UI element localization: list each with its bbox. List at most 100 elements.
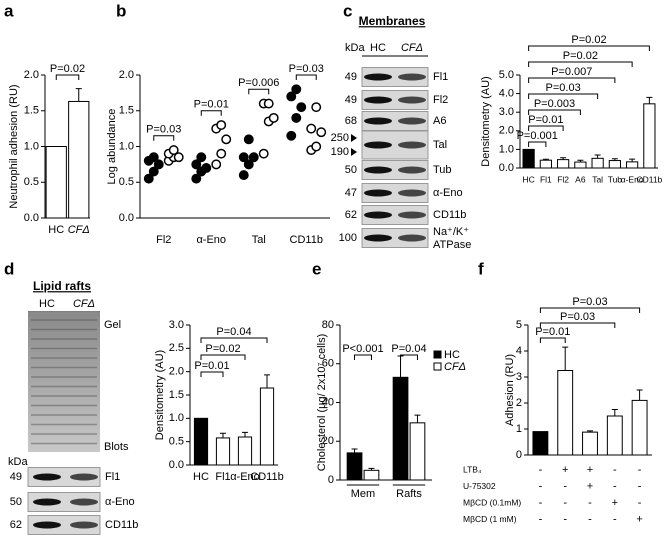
x-tick-label: CD11b xyxy=(290,234,323,246)
blot-band xyxy=(364,189,392,197)
panel-letter: b xyxy=(116,1,126,20)
condition-sign: - xyxy=(539,497,543,509)
blot-band xyxy=(398,96,426,104)
y-tick-label: 40 xyxy=(322,396,334,408)
error-bar xyxy=(587,430,593,433)
kda-arrow xyxy=(351,148,357,156)
kda-value: 50 xyxy=(10,496,22,508)
p-value: P=0.03 xyxy=(560,311,595,323)
gel-label: Blots xyxy=(104,441,129,453)
bar xyxy=(522,148,535,169)
y-tick-label: 0.0 xyxy=(119,212,134,224)
error-bar xyxy=(220,432,226,438)
lane-label: CFΔ xyxy=(401,42,423,54)
bar xyxy=(68,100,90,219)
significance-bracket xyxy=(528,45,650,51)
x-tick-label: Fl1 xyxy=(540,174,552,184)
blot-strip xyxy=(361,228,429,248)
lane-label: HC xyxy=(39,298,55,310)
p-value: P=0.03 xyxy=(146,124,181,136)
blot-band xyxy=(70,473,98,481)
error-bar xyxy=(646,96,653,104)
y-tick-label: 0 xyxy=(516,449,522,461)
y-tick-label: 0.5 xyxy=(119,176,134,188)
protein-label: α-Eno xyxy=(105,496,135,508)
condition-sign: - xyxy=(588,513,592,525)
x-tick-label: Mem xyxy=(351,488,375,500)
significance-bracket xyxy=(539,322,616,328)
protein-label: CD11b xyxy=(105,519,138,531)
data-point xyxy=(143,173,154,184)
bar xyxy=(392,376,409,481)
blot-band xyxy=(33,473,61,481)
blot-band xyxy=(398,234,426,242)
y-tick-label: 1.0 xyxy=(169,412,184,424)
condition-sign: - xyxy=(613,513,617,525)
y-tick-label: 0.0 xyxy=(169,459,184,471)
data-point xyxy=(153,159,164,170)
x-tick-label: α-Eno xyxy=(621,174,644,184)
x-tick-label: Rafts xyxy=(396,488,422,500)
data-point xyxy=(191,173,202,184)
protein-label: Fl1 xyxy=(433,71,448,83)
panel-letter: f xyxy=(478,259,484,278)
data-point xyxy=(311,102,322,113)
condition-sign: - xyxy=(563,497,567,509)
data-point xyxy=(306,123,317,134)
y-tick-label: 0.0 xyxy=(24,212,39,224)
legend-label: CFΔ xyxy=(444,361,466,373)
error-bar xyxy=(611,409,618,416)
significance-bracket xyxy=(528,141,547,147)
kda-value: 49 xyxy=(10,471,22,483)
significance-bracket xyxy=(528,109,581,115)
p-value: P=0.02 xyxy=(571,34,606,46)
data-point xyxy=(148,166,159,177)
bar xyxy=(574,161,587,169)
bar xyxy=(45,146,67,219)
blot-strip xyxy=(361,160,429,180)
blot-strip xyxy=(361,67,429,87)
blot-band xyxy=(364,211,392,219)
error-bar xyxy=(542,158,549,161)
bar xyxy=(346,452,363,481)
y-tick-label: 1.5 xyxy=(119,105,134,117)
significance-bracket xyxy=(153,135,175,141)
error-bar xyxy=(629,158,636,162)
panel-letter: d xyxy=(4,259,14,278)
panel-letter: c xyxy=(343,1,352,20)
bar xyxy=(259,387,275,466)
data-point xyxy=(286,91,297,102)
lane-label: CFΔ xyxy=(73,298,95,310)
blot-band xyxy=(364,96,392,104)
p-value: P=0.03 xyxy=(546,82,581,94)
data-point xyxy=(311,141,322,152)
data-point xyxy=(243,159,254,170)
y-tick-label: 1 xyxy=(516,423,522,435)
bar xyxy=(363,469,380,481)
significance-bracket xyxy=(354,354,372,360)
data-point xyxy=(191,159,202,170)
y-tick-label: 4.0 xyxy=(499,88,514,100)
p-value: P=0.006 xyxy=(238,77,279,89)
y-axis-label: Cholesterol (µg/ 2x10⁷ cells) xyxy=(316,334,328,471)
x-tick-label: Tal xyxy=(592,174,603,184)
x-tick-label: Fl1 xyxy=(215,471,230,483)
y-axis-label: Densitometry (AU) xyxy=(154,350,166,440)
bar xyxy=(557,159,570,169)
protein-label: ATPase xyxy=(433,239,471,251)
bar xyxy=(532,431,549,456)
data-point xyxy=(168,145,179,156)
p-value: P=0.04 xyxy=(216,326,251,338)
data-point xyxy=(238,170,249,181)
kda-arrow xyxy=(351,134,357,142)
kda-value: 49 xyxy=(345,94,357,106)
gel-image xyxy=(28,312,100,452)
p-value: P=0.01 xyxy=(194,360,229,372)
blot-band xyxy=(364,73,392,81)
x-tick-label: Fl2 xyxy=(557,174,569,184)
data-point xyxy=(258,148,269,159)
y-tick-label: 80 xyxy=(322,319,334,331)
condition-sign: + xyxy=(587,480,593,492)
protein-label: Na⁺/K⁺ xyxy=(433,226,469,238)
